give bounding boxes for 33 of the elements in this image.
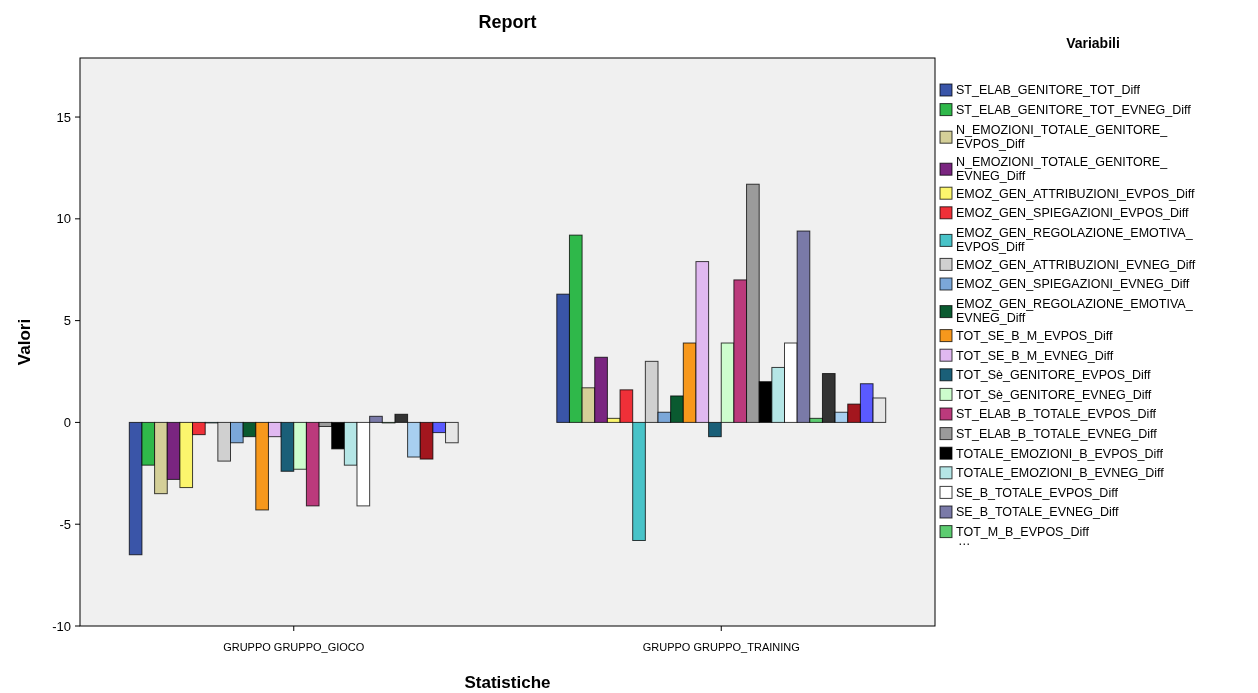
legend-label: TOTALE_EMOZIONI_B_EVPOS_Diff [956,446,1164,461]
x-tick-label: GRUPPO GRUPPO_GIOCO [223,641,365,653]
y-tick-label: 15 [56,109,71,125]
legend-label: TOT_Sè_GENITORE_EVNEG_Diff [956,387,1152,402]
y-tick-label: 10 [56,211,71,227]
y-tick-label: -5 [59,516,71,532]
legend-label: EMOZ_GEN_SPIEGAZIONI_EVNEG_Diff [956,277,1190,292]
legend-label: EMOZ_GEN_REGOLAZIONE_EMOTIVA_EVPOS_Diff [956,225,1194,254]
y-axis-title: Valori [15,318,34,366]
legend-label: ST_ELAB_B_TOTALE_EVPOS_Diff [956,407,1157,422]
legend-label: EMOZ_GEN_ATTRIBUZIONI_EVPOS_Diff [956,186,1195,201]
y-tick-label: -10 [52,618,71,634]
legend-label: EMOZ_GEN_REGOLAZIONE_EMOTIVA_EVNEG_Diff [956,296,1194,325]
legend-label: ST_ELAB_GENITORE_TOT_Diff [956,83,1141,98]
y-tick-label: 0 [63,414,71,430]
legend-label: TOT_SE_B_M_EVNEG_Diff [956,348,1114,363]
chart-title: Report [478,12,537,32]
legend-label: EMOZ_GEN_ATTRIBUZIONI_EVNEG_Diff [956,257,1196,272]
legend-label: ST_ELAB_GENITORE_TOT_EVNEG_Diff [956,102,1192,117]
legend-label: SE_B_TOTALE_EVPOS_Diff [956,485,1119,500]
legend-label: TOT_Sè_GENITORE_EVPOS_Diff [956,368,1152,383]
legend-label: TOTALE_EMOZIONI_B_EVNEG_Diff [956,466,1165,481]
legend-title: Variabili [1066,35,1120,51]
x-tick-label: GRUPPO GRUPPO_TRAINING [642,641,800,653]
legend-label: N_EMOZIONI_TOTALE_GENITORE_EVPOS_Diff [956,122,1169,151]
y-tick-label: 5 [63,313,71,329]
x-axis-title: Statistiche [464,673,551,692]
legend-label: ST_ELAB_B_TOTALE_EVNEG_Diff [956,426,1158,441]
legend-label: EMOZ_GEN_SPIEGAZIONI_EVPOS_Diff [956,206,1189,221]
legend-label: SE_B_TOTALE_EVNEG_Diff [956,505,1120,520]
legend-label: TOT_SE_B_M_EVPOS_Diff [956,328,1114,343]
legend-label: TOT_M_B_EVPOS_Diff [956,524,1090,539]
legend-label: N_EMOZIONI_TOTALE_GENITORE_EVNEG_Diff [956,154,1169,183]
